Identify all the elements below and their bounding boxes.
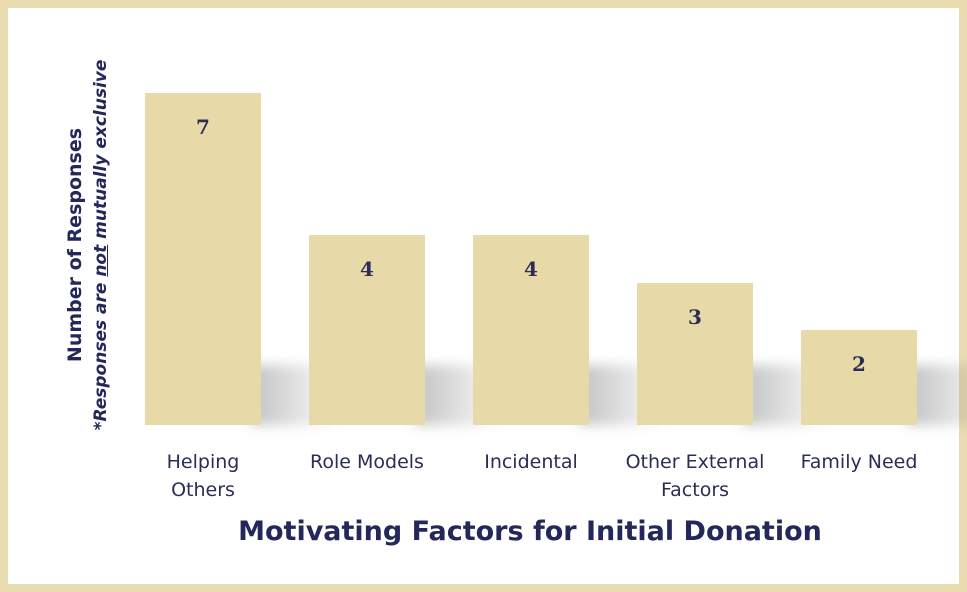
value-label: 4 xyxy=(360,257,374,282)
value-label: 4 xyxy=(524,257,538,282)
x-tick-label: Incidental xyxy=(484,451,578,473)
note-emphasis: not xyxy=(91,244,111,277)
value-label: 2 xyxy=(852,352,866,377)
note-part: mutually exclusive xyxy=(91,59,111,245)
x-tick-label: Helping Others xyxy=(166,451,240,501)
bar xyxy=(637,282,753,425)
x-tick-label: Other External Factors xyxy=(625,451,765,501)
x-tick-label: Family Need xyxy=(800,451,918,473)
bar-shadow xyxy=(907,365,967,425)
y-axis-title: Number of Responses xyxy=(64,127,86,363)
bar xyxy=(145,93,261,425)
bar xyxy=(473,235,589,425)
note-part: *Responses are xyxy=(91,276,111,431)
chart-title: Motivating Factors for Initial Donation xyxy=(238,516,822,547)
y-axis-note: *Responses are not mutually exclusive xyxy=(88,60,114,431)
value-label: 3 xyxy=(688,304,702,329)
bar xyxy=(801,330,917,425)
bar xyxy=(309,235,425,425)
value-label: 7 xyxy=(196,115,210,139)
x-tick-label: Role Models xyxy=(310,451,424,473)
y-axis-label: Number of Responses *Responses are not m… xyxy=(62,60,114,431)
